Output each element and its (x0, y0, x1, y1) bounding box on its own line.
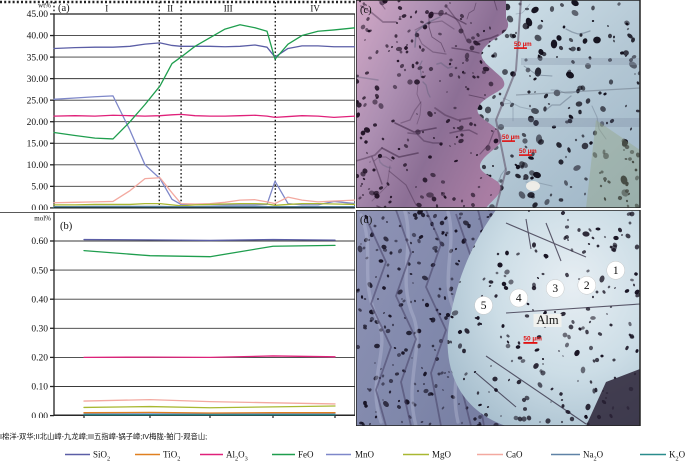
svg-text:Alm: Alm (536, 313, 559, 327)
svg-text:(b): (b) (60, 221, 73, 232)
svg-text:35.00: 35.00 (27, 53, 49, 63)
svg-text:0.00: 0.00 (31, 412, 48, 418)
svg-text:30.00: 30.00 (27, 75, 49, 85)
svg-text:K2O: K2O (669, 449, 686, 461)
svg-text:Al2O3: Al2O3 (226, 449, 248, 461)
svg-text:40.00: 40.00 (27, 32, 49, 42)
svg-text:MgO: MgO (432, 449, 452, 459)
svg-text:0.50: 0.50 (31, 266, 48, 276)
svg-text:I: I (105, 4, 108, 14)
svg-text:5.00: 5.00 (31, 183, 48, 193)
svg-text:45.00: 45.00 (27, 10, 49, 20)
svg-text:IV: IV (310, 4, 320, 14)
svg-text:III: III (224, 4, 233, 14)
svg-text:50 µm: 50 µm (502, 134, 520, 141)
svg-text:0.00: 0.00 (31, 204, 48, 210)
svg-text:SiO2: SiO2 (93, 449, 110, 461)
svg-text:(c): (c) (360, 5, 372, 16)
svg-text:II: II (167, 4, 173, 14)
svg-text:15.00: 15.00 (27, 139, 49, 149)
svg-text:50 µm: 50 µm (523, 336, 542, 343)
svg-text:MnO: MnO (355, 449, 375, 459)
svg-text:4: 4 (516, 293, 522, 305)
svg-text:mol%: mol% (34, 215, 51, 223)
svg-text:TiO2: TiO2 (163, 449, 180, 461)
svg-text:0.40: 0.40 (31, 295, 48, 305)
svg-text:1: 1 (613, 265, 619, 277)
svg-text:50 µm: 50 µm (519, 148, 537, 155)
svg-text:25.00: 25.00 (27, 96, 49, 106)
svg-text:0.20: 0.20 (31, 354, 48, 364)
svg-text:0.10: 0.10 (31, 383, 48, 393)
svg-text:FeO: FeO (298, 449, 314, 459)
svg-text:5: 5 (481, 300, 487, 312)
svg-text:0.30: 0.30 (31, 325, 48, 335)
svg-text:20.00: 20.00 (27, 118, 49, 128)
svg-text:Na2O: Na2O (583, 449, 604, 461)
svg-text:50 µm: 50 µm (514, 41, 532, 48)
svg-text:(a): (a) (58, 3, 70, 14)
svg-text:3: 3 (552, 283, 558, 295)
svg-text:0.60: 0.60 (31, 237, 48, 247)
svg-text:(d): (d) (360, 215, 373, 226)
svg-text:CaO: CaO (506, 449, 523, 459)
svg-text:10.00: 10.00 (27, 161, 49, 171)
svg-text:2: 2 (584, 280, 590, 292)
svg-text:wt%: wt% (38, 2, 51, 10)
